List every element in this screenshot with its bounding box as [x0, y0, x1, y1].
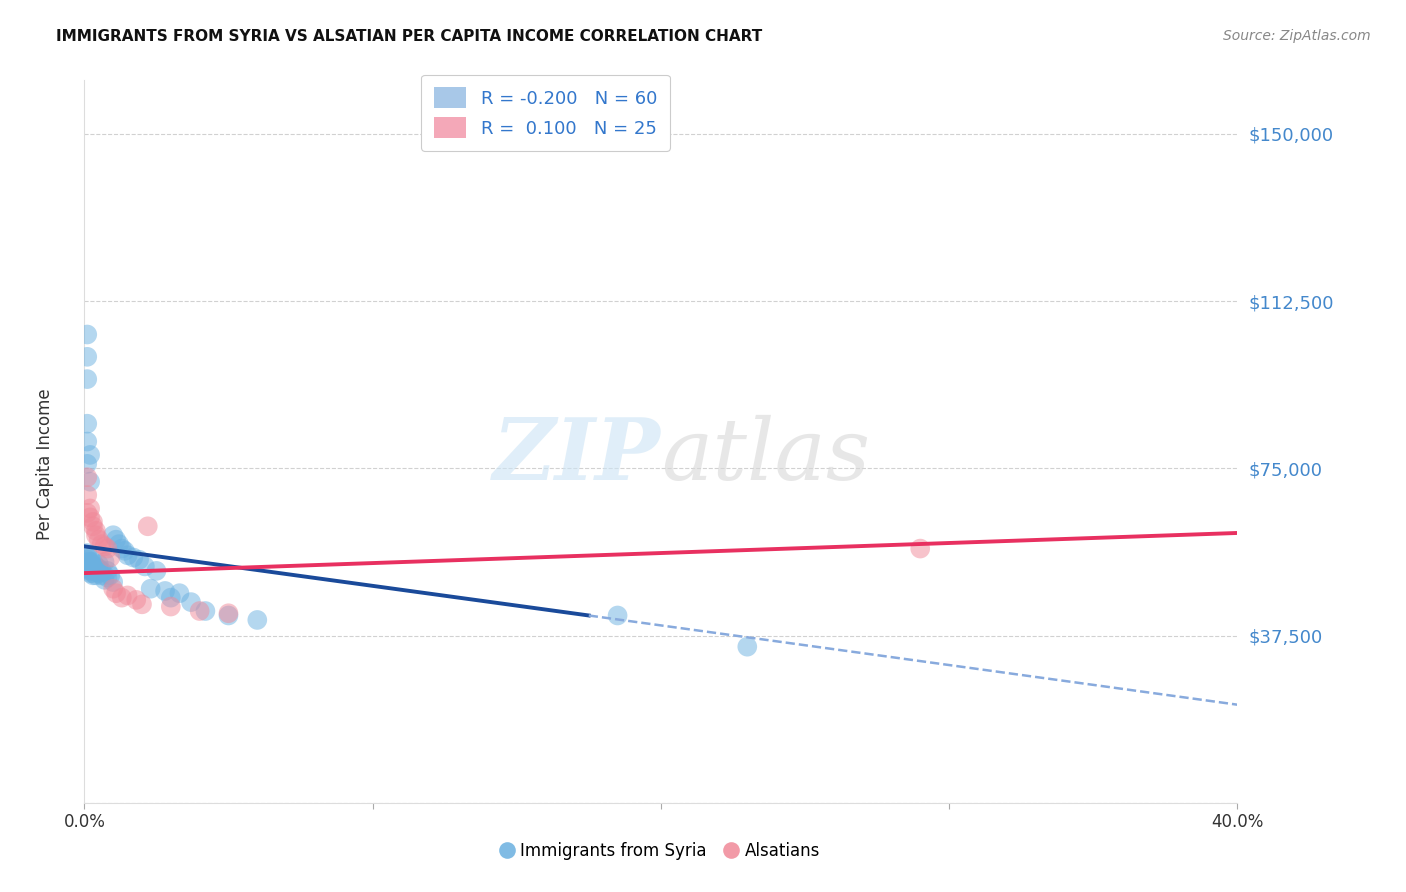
Legend: Immigrants from Syria, Alsatians: Immigrants from Syria, Alsatians	[495, 836, 827, 867]
Point	[76, 372, 98, 386]
Point	[76, 552, 98, 567]
Point	[84, 524, 107, 538]
Point	[194, 604, 217, 618]
Point	[218, 608, 240, 623]
Text: Source: ZipAtlas.com: Source: ZipAtlas.com	[1223, 29, 1371, 43]
Text: IMMIGRANTS FROM SYRIA VS ALSATIAN PER CAPITA INCOME CORRELATION CHART: IMMIGRANTS FROM SYRIA VS ALSATIAN PER CA…	[56, 29, 762, 44]
Point	[76, 470, 98, 484]
Point	[122, 550, 145, 565]
Text: atlas: atlas	[661, 415, 870, 498]
Point	[96, 571, 118, 585]
Point	[188, 604, 211, 618]
Point	[105, 586, 128, 600]
Point	[79, 555, 101, 569]
Point	[93, 573, 115, 587]
Point	[90, 568, 112, 582]
Point	[82, 555, 104, 569]
Point	[246, 613, 269, 627]
Point	[79, 564, 101, 578]
Point	[84, 528, 107, 542]
Point	[96, 564, 118, 578]
Point	[910, 541, 932, 556]
Point	[145, 564, 167, 578]
Point	[76, 350, 98, 364]
Point	[87, 557, 110, 572]
Point	[108, 537, 131, 551]
Point	[79, 510, 101, 524]
Point	[76, 327, 98, 342]
Point	[84, 564, 107, 578]
Point	[79, 501, 101, 516]
Point	[117, 589, 139, 603]
Point	[90, 537, 112, 551]
Point	[160, 599, 183, 614]
Point	[76, 546, 98, 560]
Point	[76, 506, 98, 520]
Point	[82, 568, 104, 582]
Point	[180, 595, 202, 609]
Point	[76, 559, 98, 574]
Point	[76, 555, 98, 569]
Point	[79, 566, 101, 581]
Point	[82, 559, 104, 574]
Point	[96, 541, 118, 556]
Point	[76, 434, 98, 449]
Point	[103, 528, 124, 542]
Point	[93, 539, 115, 553]
Point	[76, 557, 98, 572]
Point	[139, 582, 162, 596]
Point	[87, 562, 110, 576]
Point	[84, 559, 107, 574]
Point	[114, 543, 136, 558]
Text: Per Capita Income: Per Capita Income	[37, 388, 53, 540]
Point	[79, 448, 101, 462]
Point	[79, 559, 101, 574]
Point	[134, 559, 156, 574]
Point	[98, 568, 121, 582]
Point	[82, 566, 104, 581]
Point	[87, 533, 110, 547]
Point	[76, 488, 98, 502]
Point	[82, 519, 104, 533]
Point	[84, 568, 107, 582]
Point	[218, 607, 240, 621]
Point	[169, 586, 191, 600]
Point	[76, 457, 98, 471]
Point	[87, 566, 110, 581]
Point	[103, 582, 124, 596]
Point	[131, 598, 153, 612]
Point	[105, 533, 128, 547]
Point	[90, 564, 112, 578]
Point	[125, 592, 148, 607]
Text: ZIP: ZIP	[494, 414, 661, 498]
Point	[117, 548, 139, 563]
Point	[93, 555, 115, 569]
Point	[111, 591, 134, 605]
Point	[76, 550, 98, 565]
Point	[79, 562, 101, 576]
Point	[76, 417, 98, 431]
Point	[606, 608, 628, 623]
Point	[76, 562, 98, 576]
Point	[98, 550, 121, 565]
Point	[103, 575, 124, 590]
Point	[160, 591, 183, 605]
Point	[128, 552, 150, 567]
Point	[79, 550, 101, 565]
Point	[737, 640, 759, 654]
Point	[111, 541, 134, 556]
Point	[82, 564, 104, 578]
Point	[153, 583, 176, 598]
Point	[79, 475, 101, 489]
Point	[136, 519, 159, 533]
Point	[82, 515, 104, 529]
